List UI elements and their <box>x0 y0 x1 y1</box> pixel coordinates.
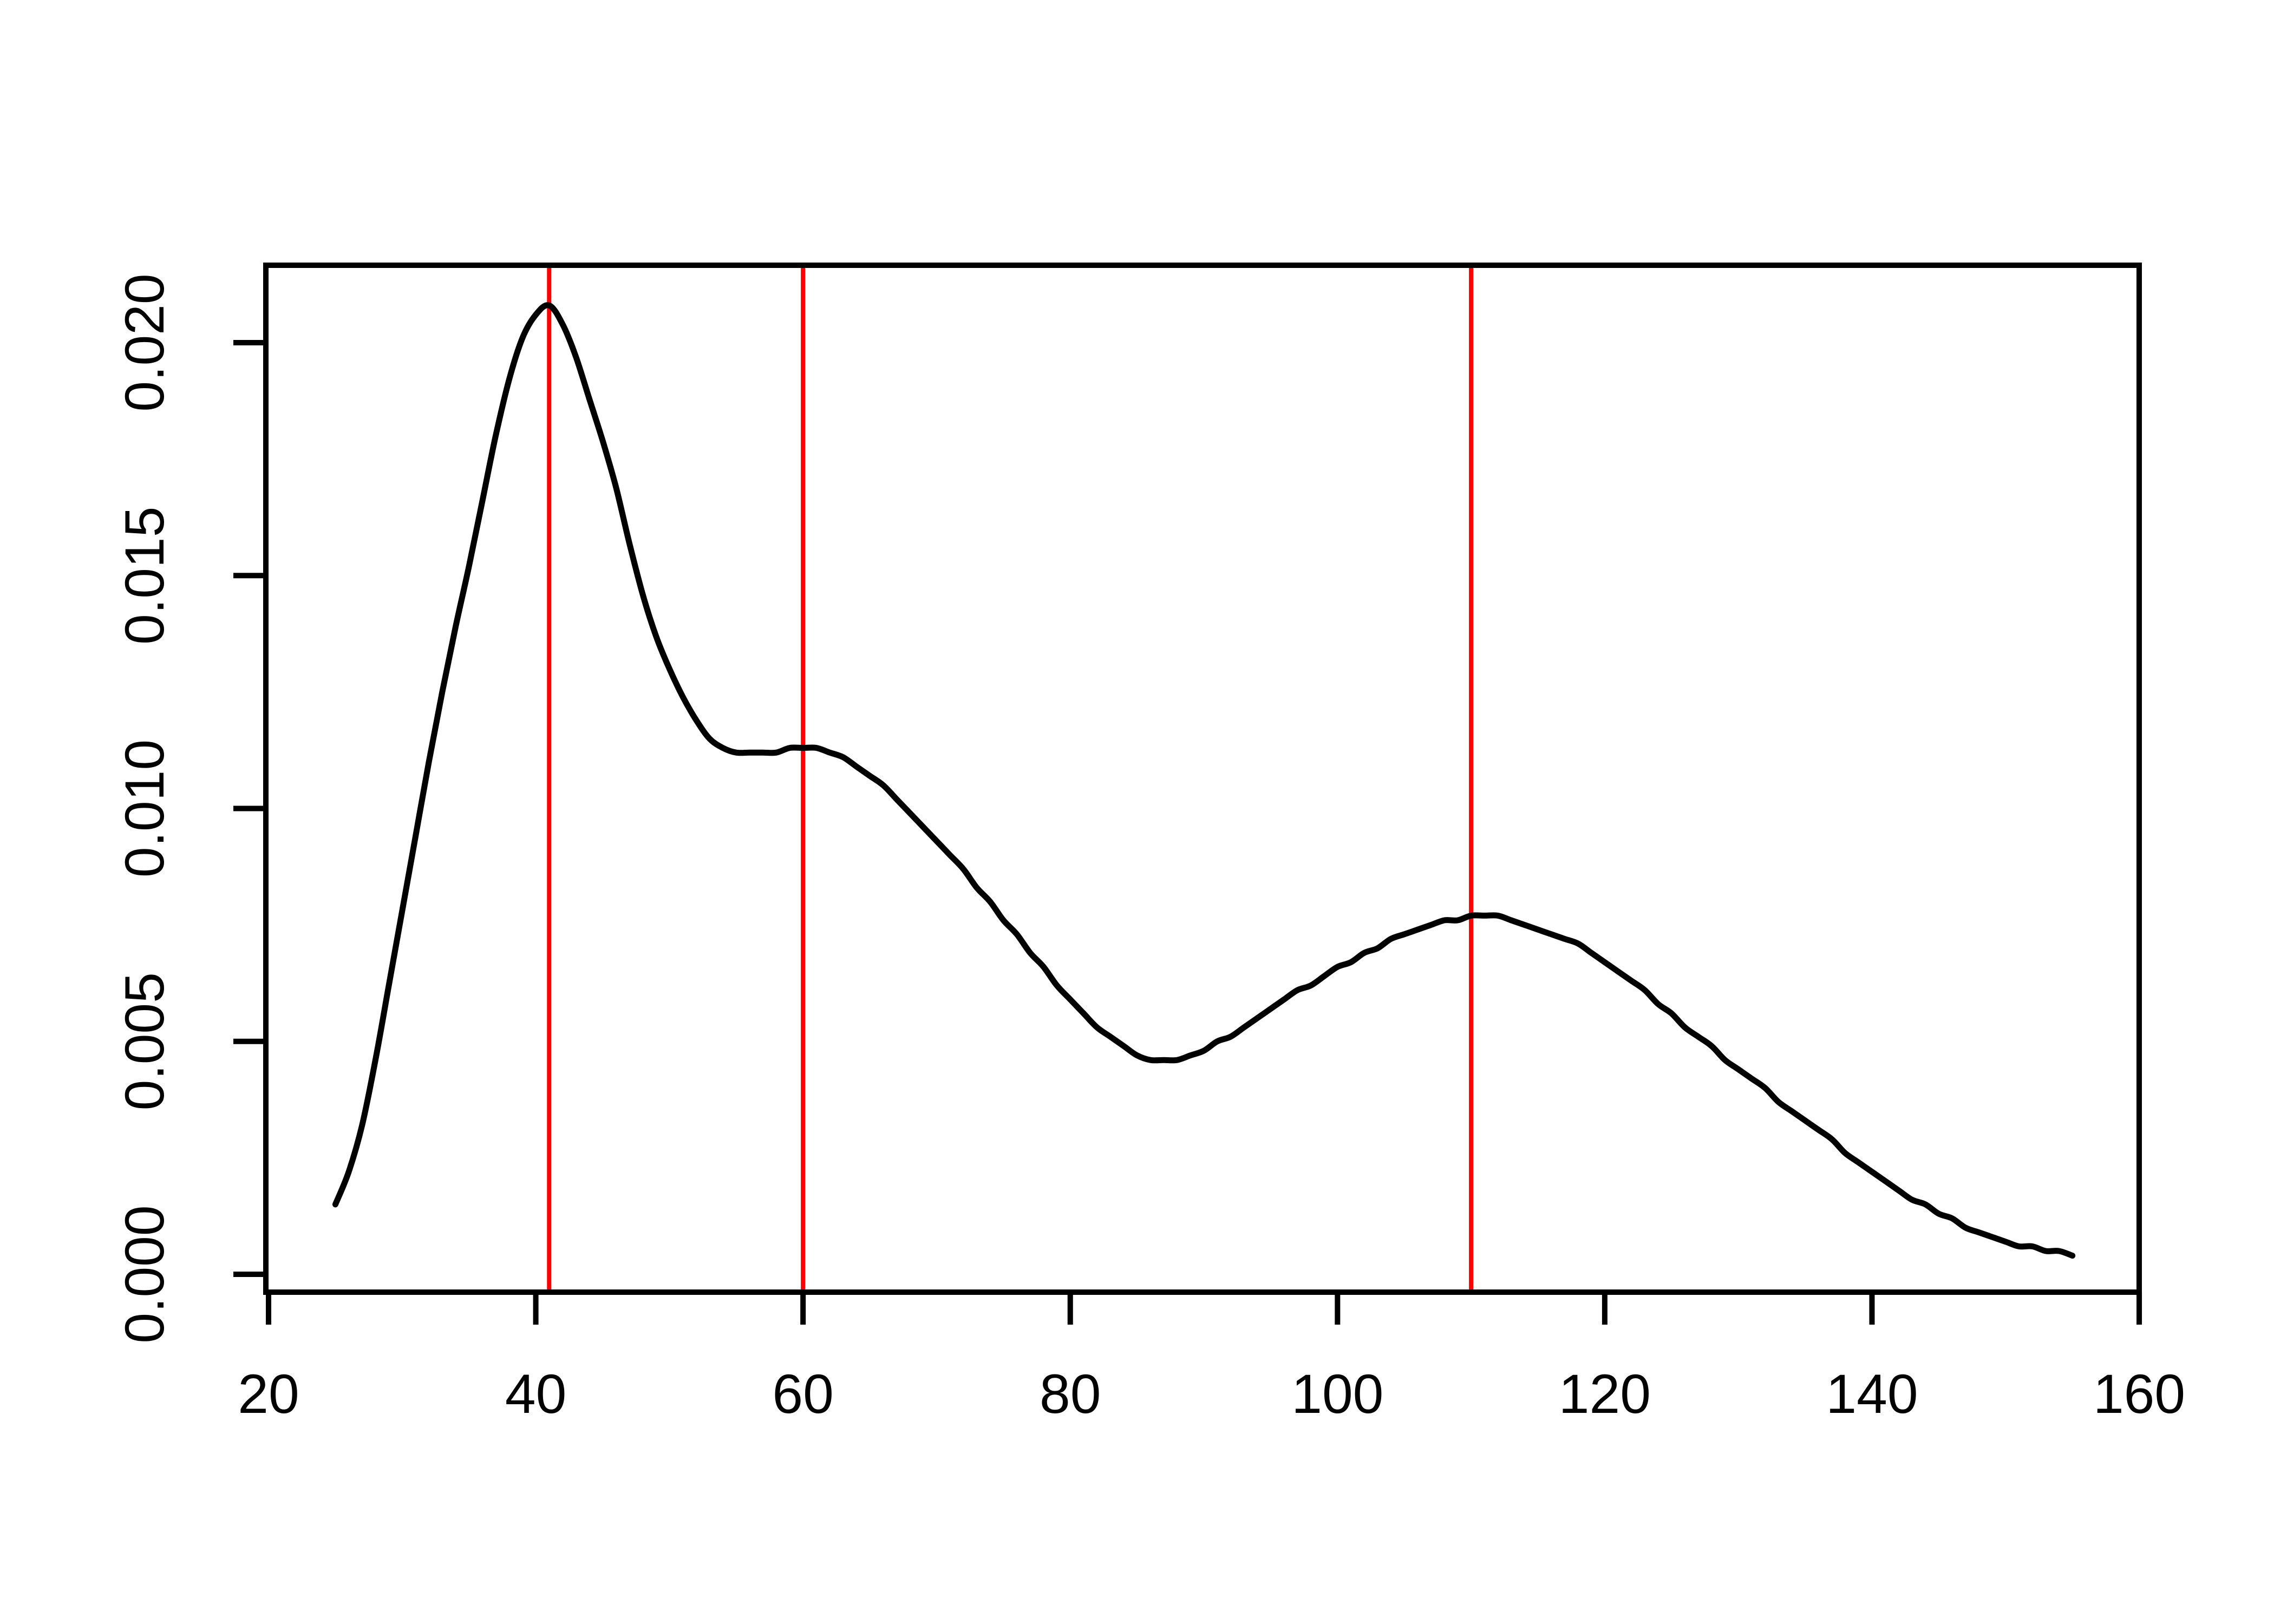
x-tick-label-160: 160 <box>2093 1363 2185 1425</box>
x-tick-label-100: 100 <box>1291 1363 1383 1425</box>
axes: 20 40 60 80 100 120 140 160 0.000 0.005 0.010 0.015… <box>114 263 2185 1425</box>
x-tick-label-40: 40 <box>505 1363 566 1425</box>
plot-box <box>263 263 2142 1295</box>
y-tick-label-0.005: 0.005 <box>114 972 175 1110</box>
reference-lines <box>547 265 1474 1292</box>
x-tick-label-120: 120 <box>1559 1363 1651 1425</box>
density-curve-group <box>332 302 2076 1259</box>
x-tick-label-60: 60 <box>772 1363 833 1425</box>
y-tick-label-0.010: 0.010 <box>114 739 175 878</box>
x-tick-label-20: 20 <box>238 1363 299 1425</box>
x-tick-label-80: 80 <box>1040 1363 1101 1425</box>
y-tick-label-0.020: 0.020 <box>114 273 175 411</box>
y-tick-label-0.015: 0.015 <box>114 507 175 645</box>
y-tick-label-0.000: 0.000 <box>114 1205 175 1343</box>
x-tick-label-140: 140 <box>1826 1363 1918 1425</box>
density-curve <box>332 302 2076 1259</box>
